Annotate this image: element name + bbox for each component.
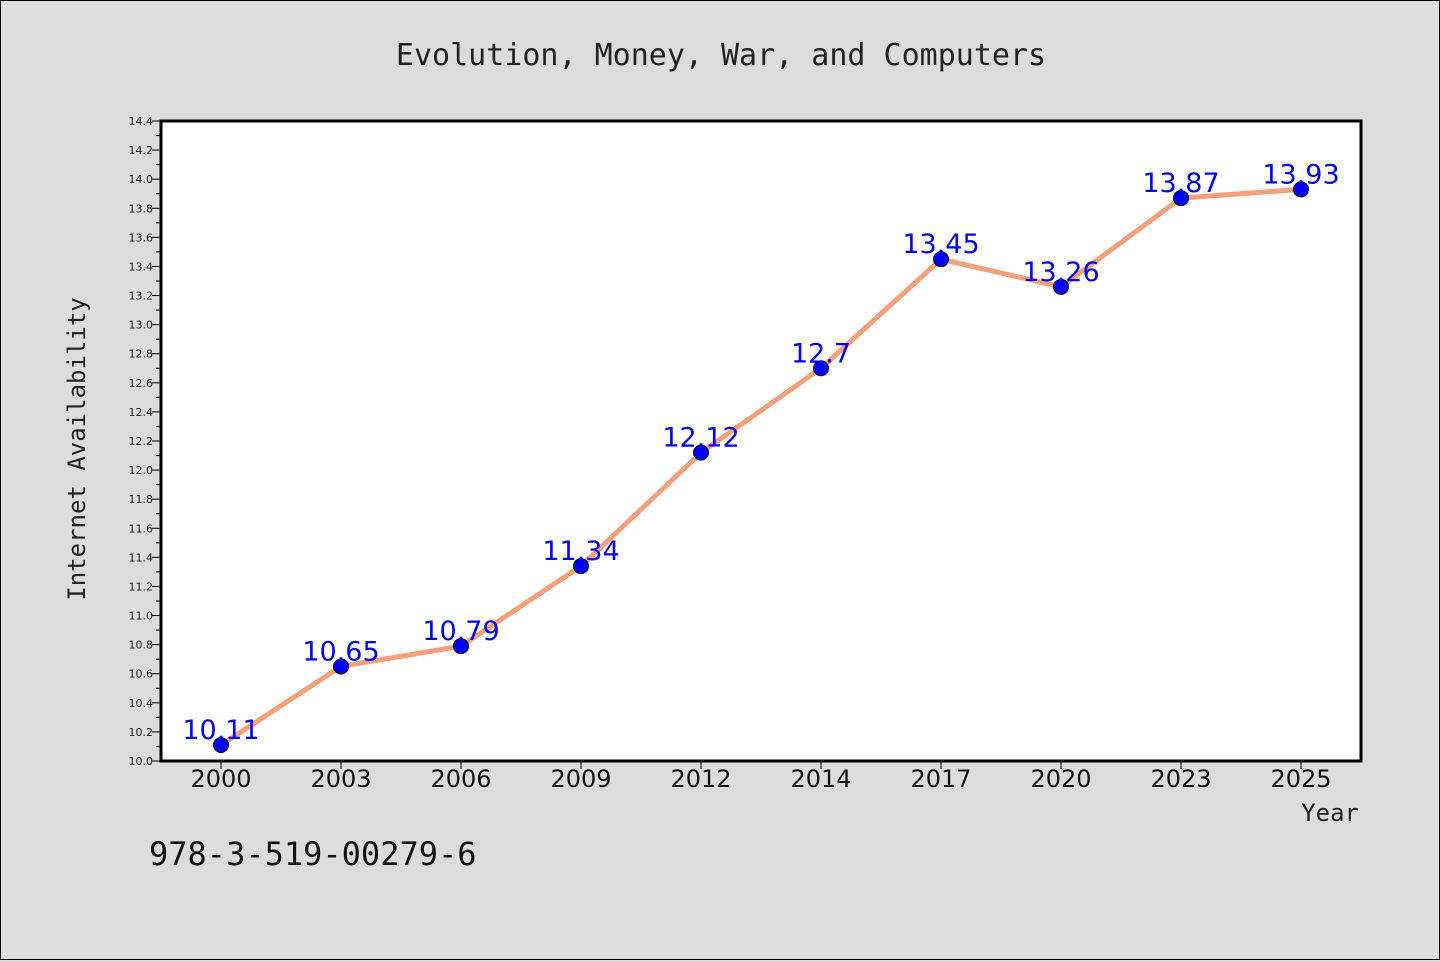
data-point — [453, 638, 469, 655]
y-tick-label: 10.0 — [129, 755, 154, 768]
y-tick-label: 13.6 — [129, 231, 154, 244]
x-tick-label: 2025 — [1270, 765, 1331, 793]
y-tick-label: 13.8 — [129, 202, 154, 215]
y-tick-label: 13.0 — [129, 319, 154, 332]
x-tick-label: 2012 — [670, 765, 731, 793]
y-tick-label: 10.8 — [129, 639, 154, 652]
data-point — [573, 558, 589, 575]
chart-title: Evolution, Money, War, and Computers — [396, 38, 1046, 73]
data-label: 10.11 — [182, 715, 259, 746]
data-label: 10.65 — [302, 636, 379, 667]
data-label: 13.93 — [1262, 159, 1339, 190]
y-tick-label: 11.2 — [129, 580, 154, 593]
y-axis-label: Internet Availability — [63, 297, 91, 600]
y-tick-label: 12.8 — [129, 348, 154, 361]
y-tick-label: 11.4 — [129, 551, 154, 564]
data-labels: 10.11 10.65 10.79 11.34 12.12 12.7 13.45 13.26 1… — [182, 159, 1339, 746]
y-tick-label: 12.6 — [129, 377, 154, 390]
x-tick-label: 2006 — [430, 765, 491, 793]
x-axis-ticks: 2000 2003 2006 2009 2012 2014 2017 2020 2023 2025 — [190, 761, 1332, 793]
y-tick-label: 12.2 — [129, 435, 154, 448]
y-tick-label: 11.0 — [129, 610, 154, 623]
isbn-annotation: 978-3-519-00279-6 — [149, 835, 477, 873]
data-point — [933, 251, 949, 268]
y-tick-label: 14.4 — [129, 115, 154, 128]
data-label: 13.45 — [902, 229, 979, 260]
data-label: 11.34 — [542, 536, 619, 567]
data-point — [693, 444, 709, 461]
x-tick-label: 2009 — [550, 765, 611, 793]
y-tick-label: 12.4 — [129, 406, 154, 419]
data-label: 12.7 — [791, 338, 851, 369]
y-tick-label: 13.4 — [129, 260, 154, 273]
x-tick-label: 2020 — [1030, 765, 1091, 793]
x-tick-label: 2000 — [190, 765, 251, 793]
plot-border — [159, 119, 1363, 763]
data-point — [213, 737, 229, 753]
data-label: 10.79 — [422, 616, 499, 647]
y-tick-label: 14.2 — [129, 144, 154, 157]
data-label: 13.87 — [1142, 168, 1219, 199]
data-point — [1173, 190, 1189, 207]
y-tick-label: 11.6 — [129, 522, 154, 535]
data-point — [1293, 181, 1309, 198]
series-line — [218, 186, 1304, 748]
y-tick-label: 13.2 — [129, 290, 154, 303]
data-label: 12.12 — [662, 423, 739, 454]
y-tick-label: 14.0 — [129, 173, 154, 186]
data-point — [333, 658, 349, 675]
plot-area — [161, 121, 1361, 761]
data-point — [1053, 278, 1069, 295]
data-label: 13.26 — [1022, 257, 1099, 288]
x-tick-label: 2017 — [910, 765, 971, 793]
data-point — [813, 360, 829, 377]
y-axis-ticks: 10.0 10.2 10.4 10.6 10.8 11.0 11.2 11.4 11.6 11.8… — [129, 115, 161, 768]
y-tick-label: 10.2 — [129, 726, 154, 739]
x-tick-label: 2003 — [310, 765, 371, 793]
y-tick-label: 10.4 — [129, 697, 154, 710]
x-axis-label: Year — [1301, 799, 1359, 827]
y-tick-label: 12.0 — [129, 464, 154, 477]
series-markers — [213, 181, 1309, 753]
x-tick-label: 2023 — [1150, 765, 1211, 793]
x-tick-label: 2014 — [790, 765, 851, 793]
y-tick-label: 10.6 — [129, 668, 154, 681]
y-tick-label: 11.8 — [129, 493, 154, 506]
